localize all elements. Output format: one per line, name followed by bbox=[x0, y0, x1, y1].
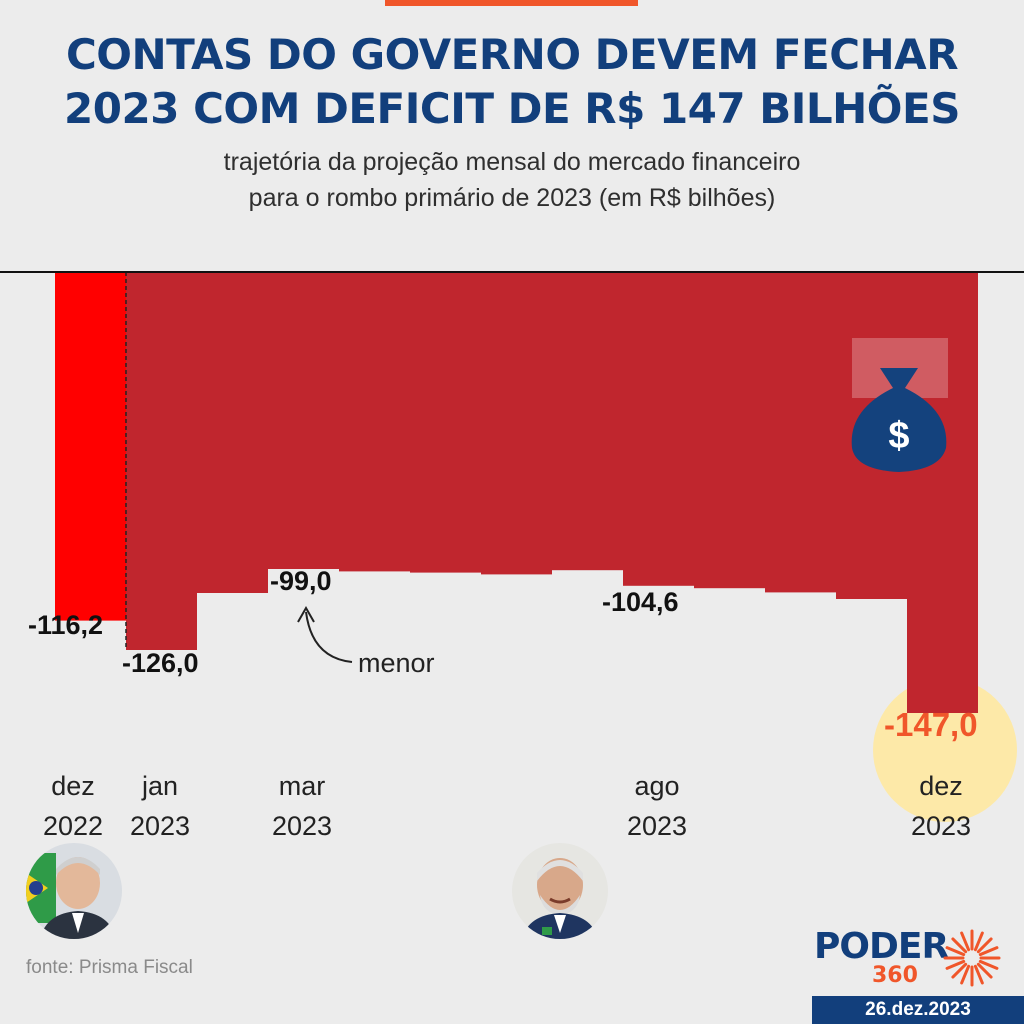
highlight-circle bbox=[873, 678, 1017, 822]
sun-ray bbox=[973, 931, 984, 952]
bar-3 bbox=[268, 272, 339, 569]
bar-1 bbox=[126, 272, 197, 650]
bolsonaro-avatar bbox=[26, 843, 122, 939]
poder360-logo: PODER 360 bbox=[814, 926, 1004, 992]
sun-ray bbox=[951, 937, 968, 954]
bar-9 bbox=[694, 272, 765, 589]
sun-ray bbox=[978, 946, 999, 957]
top-accent-bar bbox=[385, 0, 638, 6]
bar-7 bbox=[552, 272, 623, 571]
x-tick-3: mar 2023 bbox=[271, 771, 333, 841]
data-label-0: -116,2 bbox=[28, 610, 104, 640]
page-title: CONTAS DO GOVERNO DEVEM FECHAR 2023 COM … bbox=[0, 28, 1024, 136]
sun-ray bbox=[945, 959, 966, 970]
date-badge: 26.dez.2023 bbox=[812, 996, 1024, 1024]
svg-text:$: $ bbox=[888, 415, 909, 457]
x-tick-12: dez 2023 bbox=[910, 771, 972, 841]
money-bag-icon: $ bbox=[851, 338, 948, 472]
title-line-1: CONTAS DO GOVERNO DEVEM FECHAR bbox=[65, 30, 959, 79]
sun-ray bbox=[960, 931, 971, 952]
sun-ray bbox=[973, 964, 984, 985]
sun-ray bbox=[960, 964, 971, 985]
subtitle-line-1: trajetória da projeção mensal do mercado… bbox=[223, 148, 801, 176]
page-subtitle: trajetória da projeção mensal do mercado… bbox=[0, 144, 1024, 216]
annotation-text: menor bbox=[358, 648, 435, 678]
bar-10 bbox=[765, 272, 836, 593]
logo-sub-text: 360 bbox=[872, 963, 918, 988]
bar-12 bbox=[907, 272, 978, 713]
subtitle-line-2: para o rombo primário de 2023 (em R$ bil… bbox=[248, 184, 776, 212]
data-label-3: -99,0 bbox=[270, 566, 332, 596]
source-note: fonte: Prisma Fiscal bbox=[26, 957, 193, 978]
bar-4 bbox=[339, 272, 410, 572]
data-label-8: -104,6 bbox=[602, 587, 679, 617]
logo-main-text: PODER bbox=[814, 926, 949, 967]
data-label-1: -126,0 bbox=[122, 648, 199, 678]
sun-ray bbox=[951, 962, 968, 979]
x-tick-0: dez 2022 bbox=[42, 771, 104, 841]
sun-ray bbox=[976, 937, 993, 954]
x-tick-8: ago 2023 bbox=[626, 771, 688, 841]
bar-0 bbox=[55, 272, 126, 621]
bar-5 bbox=[410, 272, 481, 573]
title-line-2: 2023 COM DEFICIT DE R$ 147 BILHÕES bbox=[64, 84, 960, 133]
annotation-arrowhead bbox=[297, 605, 315, 623]
bar-2 bbox=[197, 272, 268, 593]
sun-ray bbox=[976, 962, 993, 979]
sun-ray bbox=[978, 959, 999, 970]
data-label-12: -147,0 bbox=[884, 706, 978, 743]
annotation-arrow bbox=[305, 611, 353, 663]
sun-rays-icon bbox=[943, 929, 1001, 987]
bar-6 bbox=[481, 272, 552, 575]
bar-8 bbox=[623, 272, 694, 586]
x-tick-1: jan 2023 bbox=[129, 771, 191, 841]
lula-avatar bbox=[512, 843, 608, 939]
sun-ray bbox=[945, 946, 966, 957]
